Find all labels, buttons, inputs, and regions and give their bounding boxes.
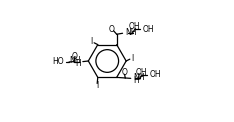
Text: I: I	[96, 81, 98, 90]
Text: O: O	[72, 52, 77, 61]
Text: O: O	[109, 25, 115, 34]
Text: OH: OH	[136, 68, 148, 77]
Text: OH: OH	[149, 70, 161, 79]
Text: NH: NH	[133, 73, 144, 82]
Text: NH: NH	[125, 28, 136, 37]
Text: OH: OH	[143, 25, 154, 34]
Text: H: H	[133, 76, 139, 85]
Text: H: H	[75, 59, 81, 68]
Text: HO: HO	[52, 57, 64, 66]
Text: I: I	[131, 54, 134, 63]
Text: OH: OH	[129, 22, 141, 31]
Text: I: I	[90, 37, 93, 46]
Text: O: O	[122, 68, 128, 77]
Text: NH: NH	[69, 56, 81, 65]
